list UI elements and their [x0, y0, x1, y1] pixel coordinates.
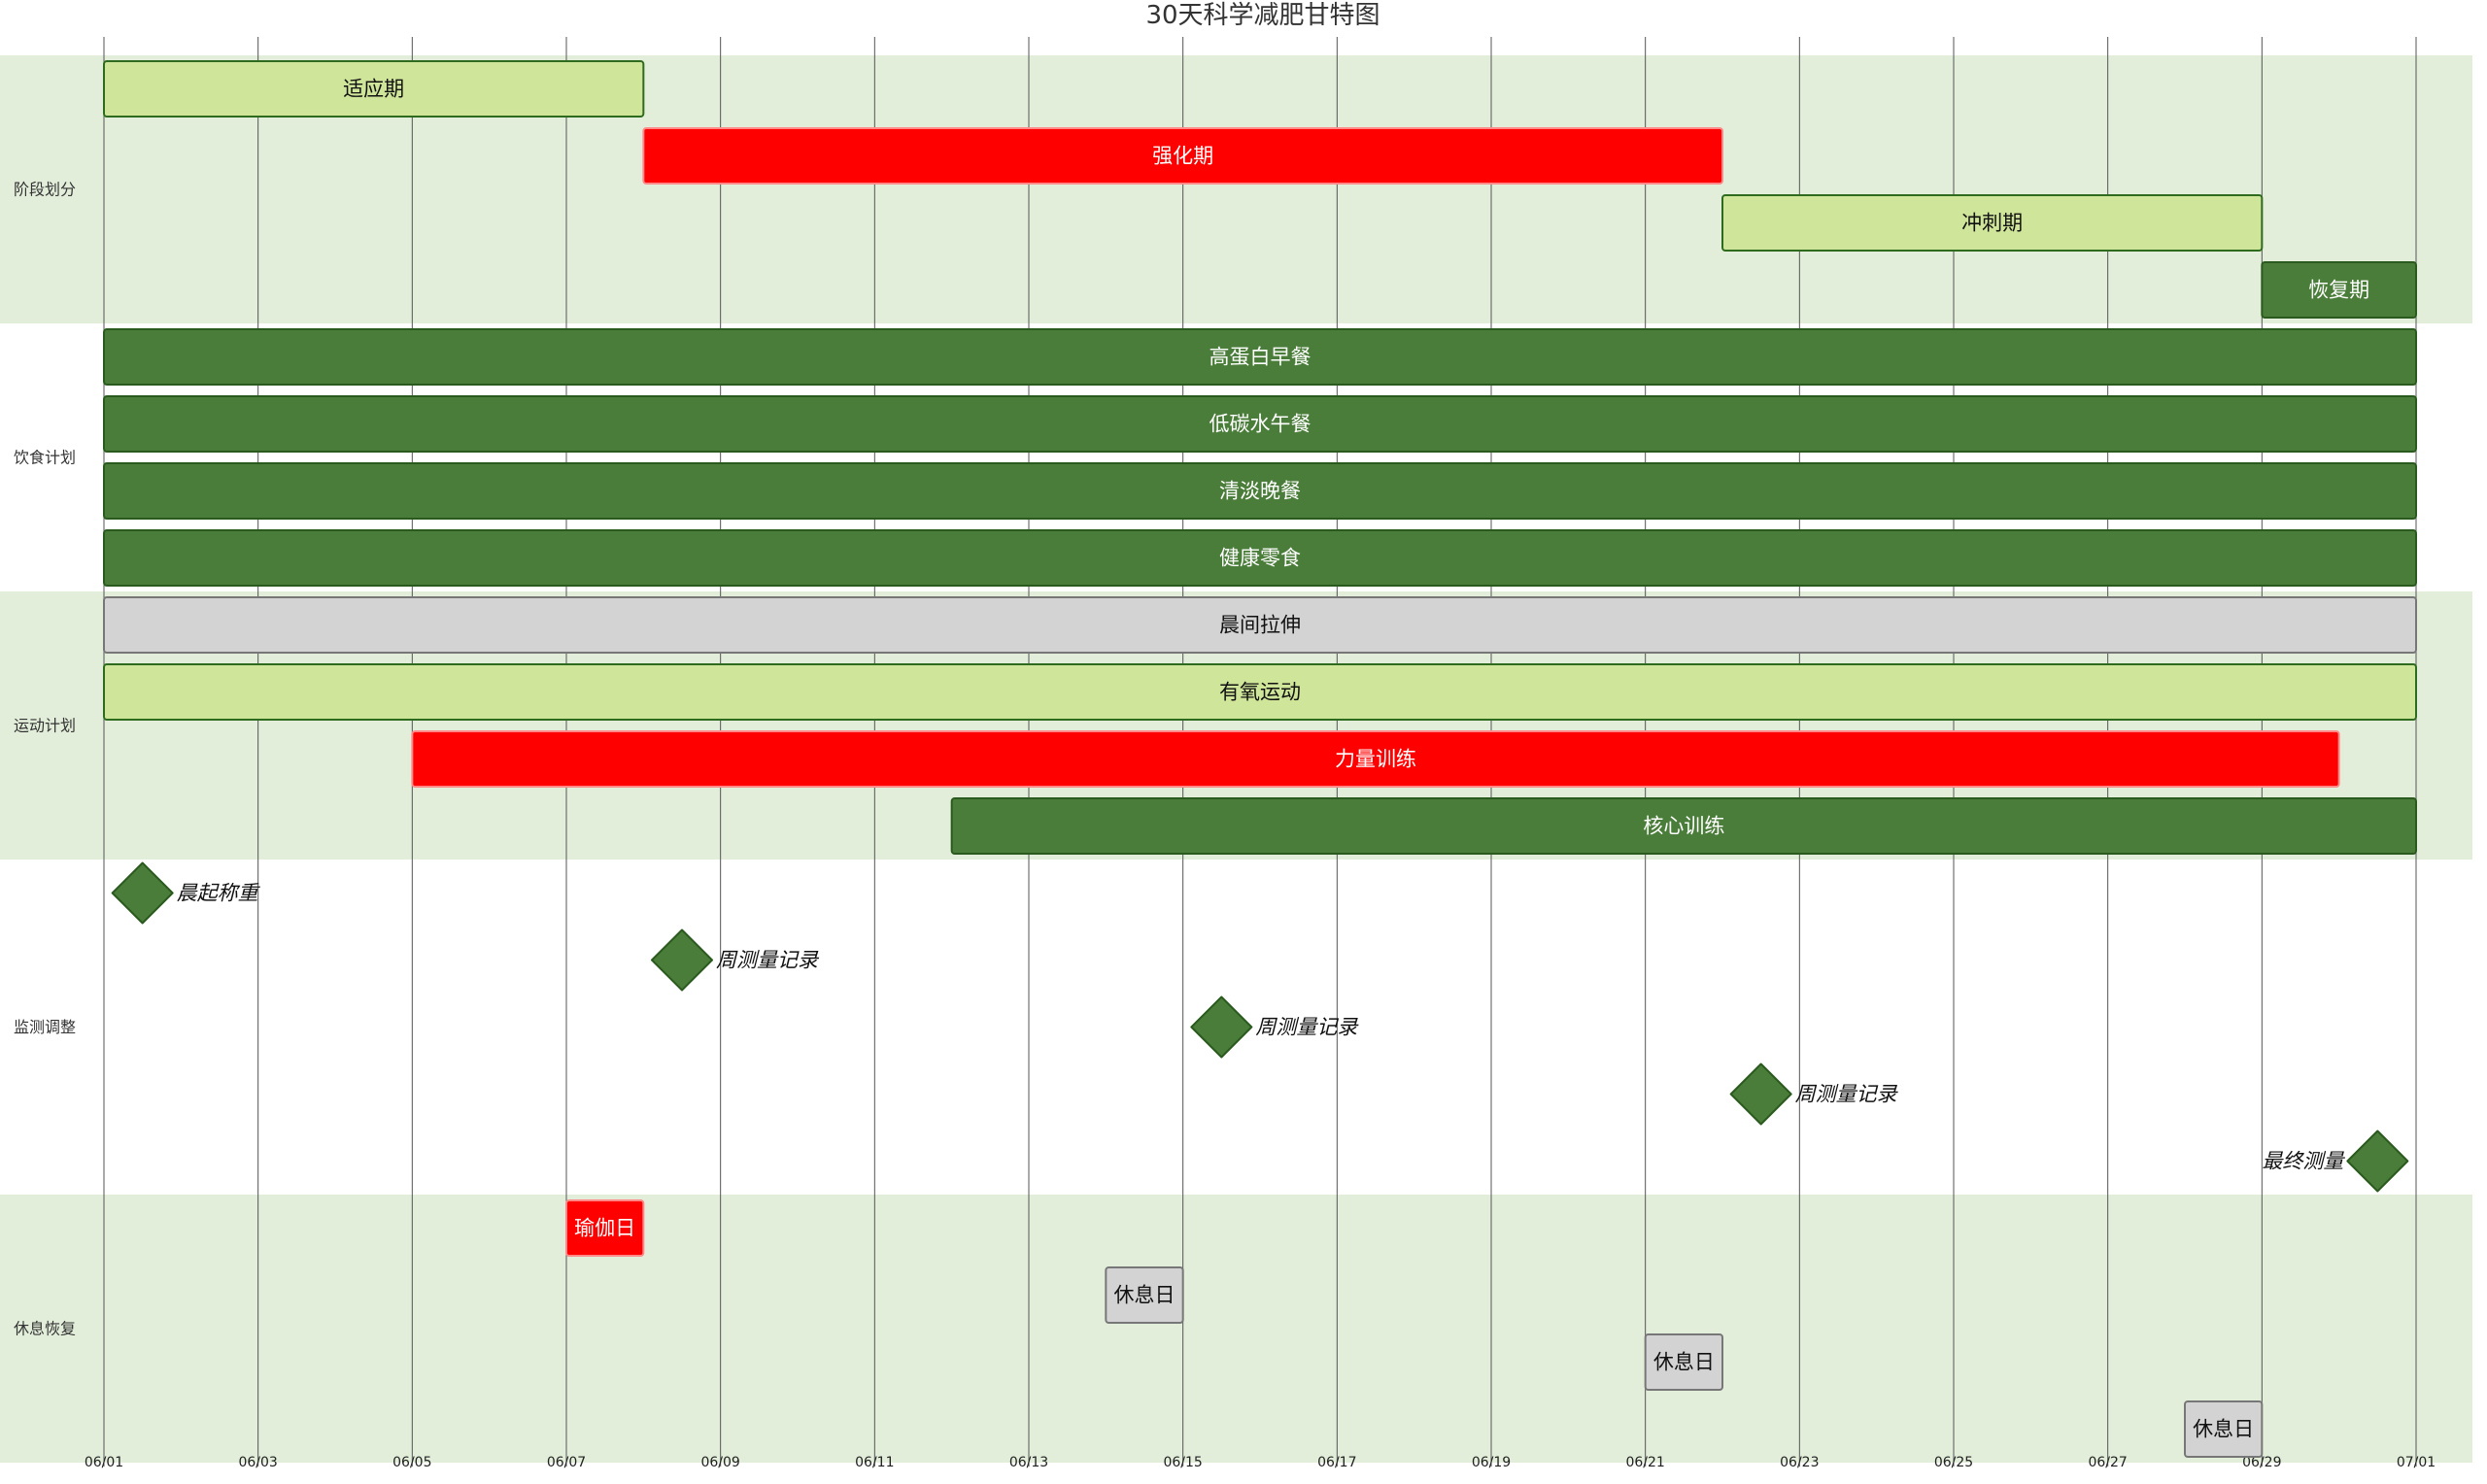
- x-tick-label: 06/05: [392, 1455, 431, 1470]
- milestone-label: 晨起称重: [177, 882, 261, 905]
- task-label: 休息日: [1114, 1284, 1175, 1307]
- x-tick-label: 06/25: [1934, 1455, 1973, 1470]
- milestone-label: 最终测量: [2262, 1150, 2345, 1173]
- task-label: 高蛋白早餐: [1209, 346, 1312, 369]
- task-bar: [103, 663, 2417, 721]
- x-tick-label: 06/03: [238, 1455, 277, 1470]
- task-label: 健康零食: [1219, 547, 1301, 570]
- task-label: 休息日: [1653, 1351, 1715, 1374]
- task-bar: [1105, 1266, 1184, 1324]
- task-bar: [411, 730, 2340, 788]
- milestone-label: 周测量记录: [716, 949, 820, 972]
- task-label: 恢复期: [2308, 279, 2369, 302]
- x-tick-label: 06/15: [1163, 1455, 1202, 1470]
- section-label: 运动计划: [14, 717, 76, 735]
- task-bar: [1721, 194, 2264, 252]
- x-tick-label: 06/13: [1009, 1455, 1048, 1470]
- section-label: 阶段划分: [14, 181, 76, 199]
- task-label: 低碳水午餐: [1209, 413, 1312, 436]
- x-tick-label: 06/11: [855, 1455, 894, 1470]
- task-label: 清淡晚餐: [1219, 480, 1301, 503]
- task-bar: [103, 328, 2417, 386]
- x-tick-label: 06/21: [1625, 1455, 1664, 1470]
- task-label: 适应期: [343, 78, 404, 101]
- x-tick-label: 06/09: [700, 1455, 739, 1470]
- x-tick-label: 06/23: [1780, 1455, 1819, 1470]
- task-label: 瑜伽日: [574, 1217, 635, 1240]
- section-background: [0, 1195, 2472, 1463]
- milestone-label: 周测量记录: [1795, 1083, 1899, 1106]
- task-label: 力量训练: [1335, 748, 1416, 771]
- milestone-label: 周测量记录: [1255, 1016, 1359, 1039]
- task-bar: [642, 127, 1723, 185]
- task-bar: [103, 60, 645, 118]
- x-tick-label: 06/27: [2088, 1455, 2127, 1470]
- task-bar: [103, 596, 2417, 654]
- chart-title: 30天科学减肥甘特图: [1145, 1, 1380, 30]
- task-label: 强化期: [1152, 145, 1213, 168]
- x-tick-label: 07/01: [2397, 1455, 2436, 1470]
- task-label: 核心训练: [1643, 815, 1724, 838]
- task-bar: [103, 395, 2417, 453]
- milestone-marker: [111, 861, 174, 925]
- task-label: 有氧运动: [1219, 681, 1301, 704]
- x-tick-label: 06/07: [547, 1455, 586, 1470]
- task-bar: [1644, 1333, 1723, 1391]
- task-label: 晨间拉伸: [1219, 614, 1301, 637]
- x-tick-label: 06/19: [1472, 1455, 1511, 1470]
- x-tick-label: 06/17: [1317, 1455, 1356, 1470]
- x-tick-label: 06/29: [2242, 1455, 2281, 1470]
- task-bar: [103, 462, 2417, 520]
- task-bar: [2184, 1400, 2264, 1458]
- task-label: 冲刺期: [1961, 212, 2023, 235]
- milestone-marker: [1729, 1062, 1792, 1126]
- section-label: 休息恢复: [14, 1320, 76, 1338]
- milestone-marker: [651, 928, 713, 992]
- milestone-marker: [2346, 1130, 2409, 1193]
- task-bar: [103, 529, 2417, 587]
- section-label: 饮食计划: [14, 449, 76, 467]
- task-bar: [565, 1199, 645, 1257]
- x-tick-label: 06/01: [85, 1455, 123, 1470]
- task-bar: [2261, 261, 2417, 319]
- task-bar: [950, 797, 2418, 855]
- task-label: 休息日: [2193, 1418, 2254, 1441]
- section-label: 监测调整: [14, 1018, 76, 1036]
- milestone-marker: [1190, 995, 1253, 1059]
